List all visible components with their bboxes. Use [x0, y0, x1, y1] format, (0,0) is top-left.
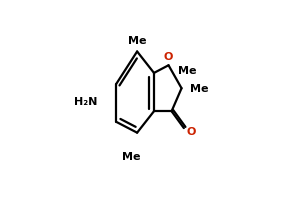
- Text: O: O: [164, 53, 173, 62]
- Text: O: O: [186, 127, 196, 137]
- Text: Me: Me: [190, 84, 209, 94]
- Text: Me: Me: [178, 66, 196, 76]
- Text: Me: Me: [128, 36, 146, 46]
- Text: Me: Me: [122, 152, 140, 162]
- Text: H₂N: H₂N: [74, 97, 97, 107]
